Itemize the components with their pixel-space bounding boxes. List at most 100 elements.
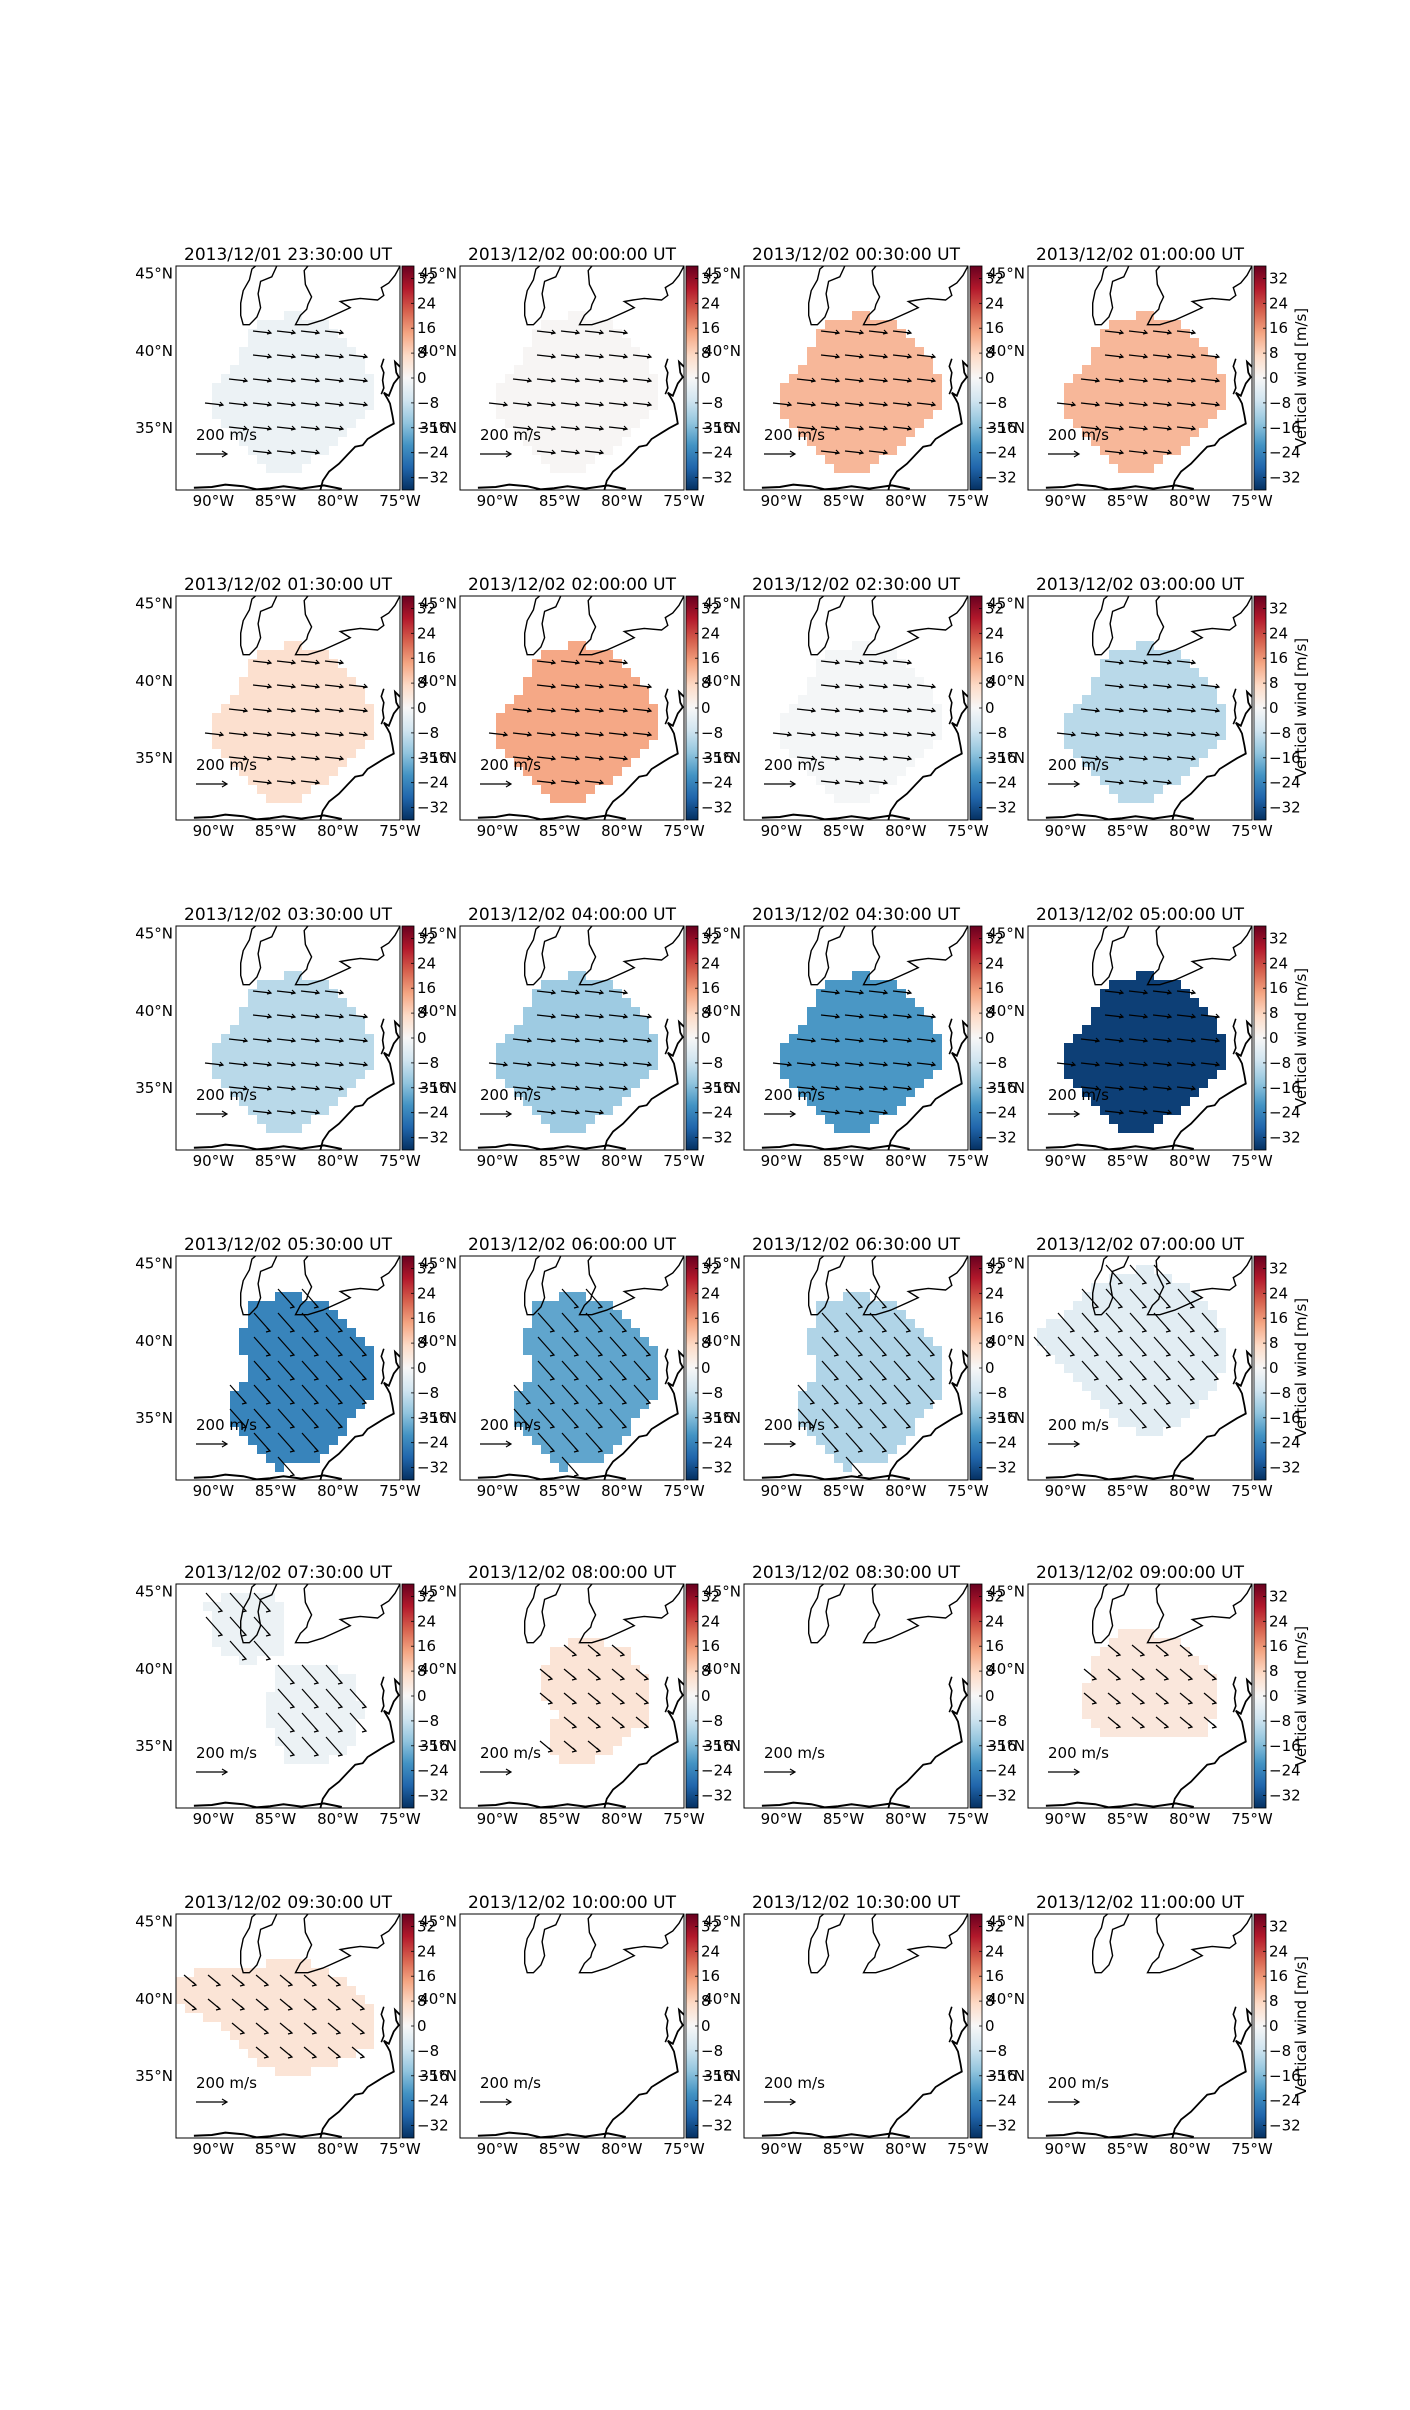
region-cell bbox=[631, 1364, 640, 1373]
region-cell bbox=[257, 1061, 266, 1070]
region-cell bbox=[257, 1409, 266, 1418]
region-cell bbox=[798, 758, 807, 767]
lat-tick-label: 35°N bbox=[419, 419, 457, 437]
region-cell bbox=[311, 356, 320, 365]
region-cell bbox=[1073, 392, 1082, 401]
region-cell bbox=[631, 740, 640, 749]
region-cell bbox=[825, 1070, 834, 1079]
region-cell bbox=[843, 668, 852, 677]
region-cell bbox=[870, 1301, 879, 1310]
region-cell bbox=[906, 695, 915, 704]
region-cell bbox=[356, 695, 365, 704]
arrow-head bbox=[598, 683, 605, 689]
wind-arrow bbox=[300, 684, 320, 688]
region-cell bbox=[356, 1400, 365, 1409]
region-cell bbox=[631, 392, 640, 401]
lon-tick-label: 85°W bbox=[255, 822, 297, 840]
region-cell bbox=[888, 758, 897, 767]
region-cell bbox=[284, 1337, 293, 1346]
colorbar-tick-label: 32 bbox=[985, 269, 1004, 287]
arrow-head bbox=[338, 425, 345, 431]
region-cell bbox=[870, 740, 879, 749]
region-cell bbox=[559, 980, 568, 989]
region-cell bbox=[1073, 1079, 1082, 1088]
region-cell bbox=[613, 437, 622, 446]
region-cell bbox=[1091, 383, 1100, 392]
region-cell bbox=[879, 722, 888, 731]
region-cell bbox=[365, 383, 374, 392]
region-cell bbox=[631, 1043, 640, 1052]
region-cell bbox=[365, 374, 374, 383]
region-cell bbox=[284, 338, 293, 347]
region-cell bbox=[888, 1400, 897, 1409]
region-cell bbox=[897, 677, 906, 686]
region-cell bbox=[834, 722, 843, 731]
region-cell bbox=[1199, 383, 1208, 392]
region-cell bbox=[888, 677, 897, 686]
region-cell bbox=[604, 1097, 613, 1106]
region-cell bbox=[888, 1436, 897, 1445]
wind-arrow bbox=[276, 1086, 296, 1090]
region-cell bbox=[559, 365, 568, 374]
arrow-head bbox=[1118, 731, 1125, 737]
region-cell bbox=[257, 1355, 266, 1364]
region-cell bbox=[798, 1088, 807, 1097]
region-cell bbox=[843, 401, 852, 410]
region-cell bbox=[879, 1310, 888, 1319]
reference-arrow-head bbox=[221, 1440, 229, 1448]
region-cell bbox=[257, 419, 266, 428]
region-cell bbox=[1127, 1043, 1136, 1052]
great-lakes-coast bbox=[294, 596, 400, 656]
region-cell bbox=[825, 989, 834, 998]
wind-arrow bbox=[1176, 426, 1196, 430]
region-cell bbox=[248, 695, 257, 704]
lon-tick-label: 85°W bbox=[539, 1482, 581, 1500]
region-cell bbox=[613, 1409, 622, 1418]
arrow-head bbox=[266, 1037, 273, 1043]
region-cell bbox=[1118, 1052, 1127, 1061]
wind-arrow bbox=[276, 1062, 296, 1066]
region-cell bbox=[550, 1364, 559, 1373]
wind-arrow bbox=[632, 354, 652, 358]
region-cell bbox=[834, 392, 843, 401]
region-cell bbox=[924, 365, 933, 374]
region-cell bbox=[897, 347, 906, 356]
region-cell bbox=[825, 1115, 834, 1124]
region-cell bbox=[870, 1436, 879, 1445]
region-cell bbox=[541, 1079, 550, 1088]
region-cell bbox=[834, 383, 843, 392]
region-cell bbox=[843, 1088, 852, 1097]
region-cell bbox=[906, 356, 915, 365]
arrow-head bbox=[242, 707, 249, 713]
arrow-head bbox=[597, 1303, 604, 1309]
region-cell bbox=[302, 1319, 311, 1328]
region-cell bbox=[365, 1346, 374, 1355]
wind-arrow bbox=[276, 330, 296, 334]
region-cell bbox=[897, 704, 906, 713]
region-cell bbox=[1172, 659, 1181, 668]
region-cell bbox=[221, 401, 230, 410]
region-cell bbox=[807, 1427, 816, 1436]
arrow-head bbox=[906, 1061, 913, 1067]
wind-region bbox=[212, 971, 374, 1133]
arrow-head bbox=[266, 731, 273, 737]
reference-label: 200 m/s bbox=[196, 1086, 257, 1104]
region-cell bbox=[888, 767, 897, 776]
region-cell bbox=[816, 758, 825, 767]
region-cell bbox=[532, 1052, 541, 1061]
wind-arrow bbox=[820, 684, 840, 688]
region-cell bbox=[852, 1301, 861, 1310]
wind-arrow bbox=[1104, 1014, 1124, 1018]
region-cell bbox=[843, 785, 852, 794]
region-cell bbox=[541, 1052, 550, 1061]
region-cell bbox=[266, 677, 275, 686]
region-cell bbox=[1190, 356, 1199, 365]
arrow-head bbox=[1118, 1061, 1125, 1067]
region-cell bbox=[640, 1052, 649, 1061]
region-cell bbox=[568, 1043, 577, 1052]
region-cell bbox=[906, 722, 915, 731]
region-cell bbox=[825, 347, 834, 356]
region-cell bbox=[559, 1328, 568, 1337]
